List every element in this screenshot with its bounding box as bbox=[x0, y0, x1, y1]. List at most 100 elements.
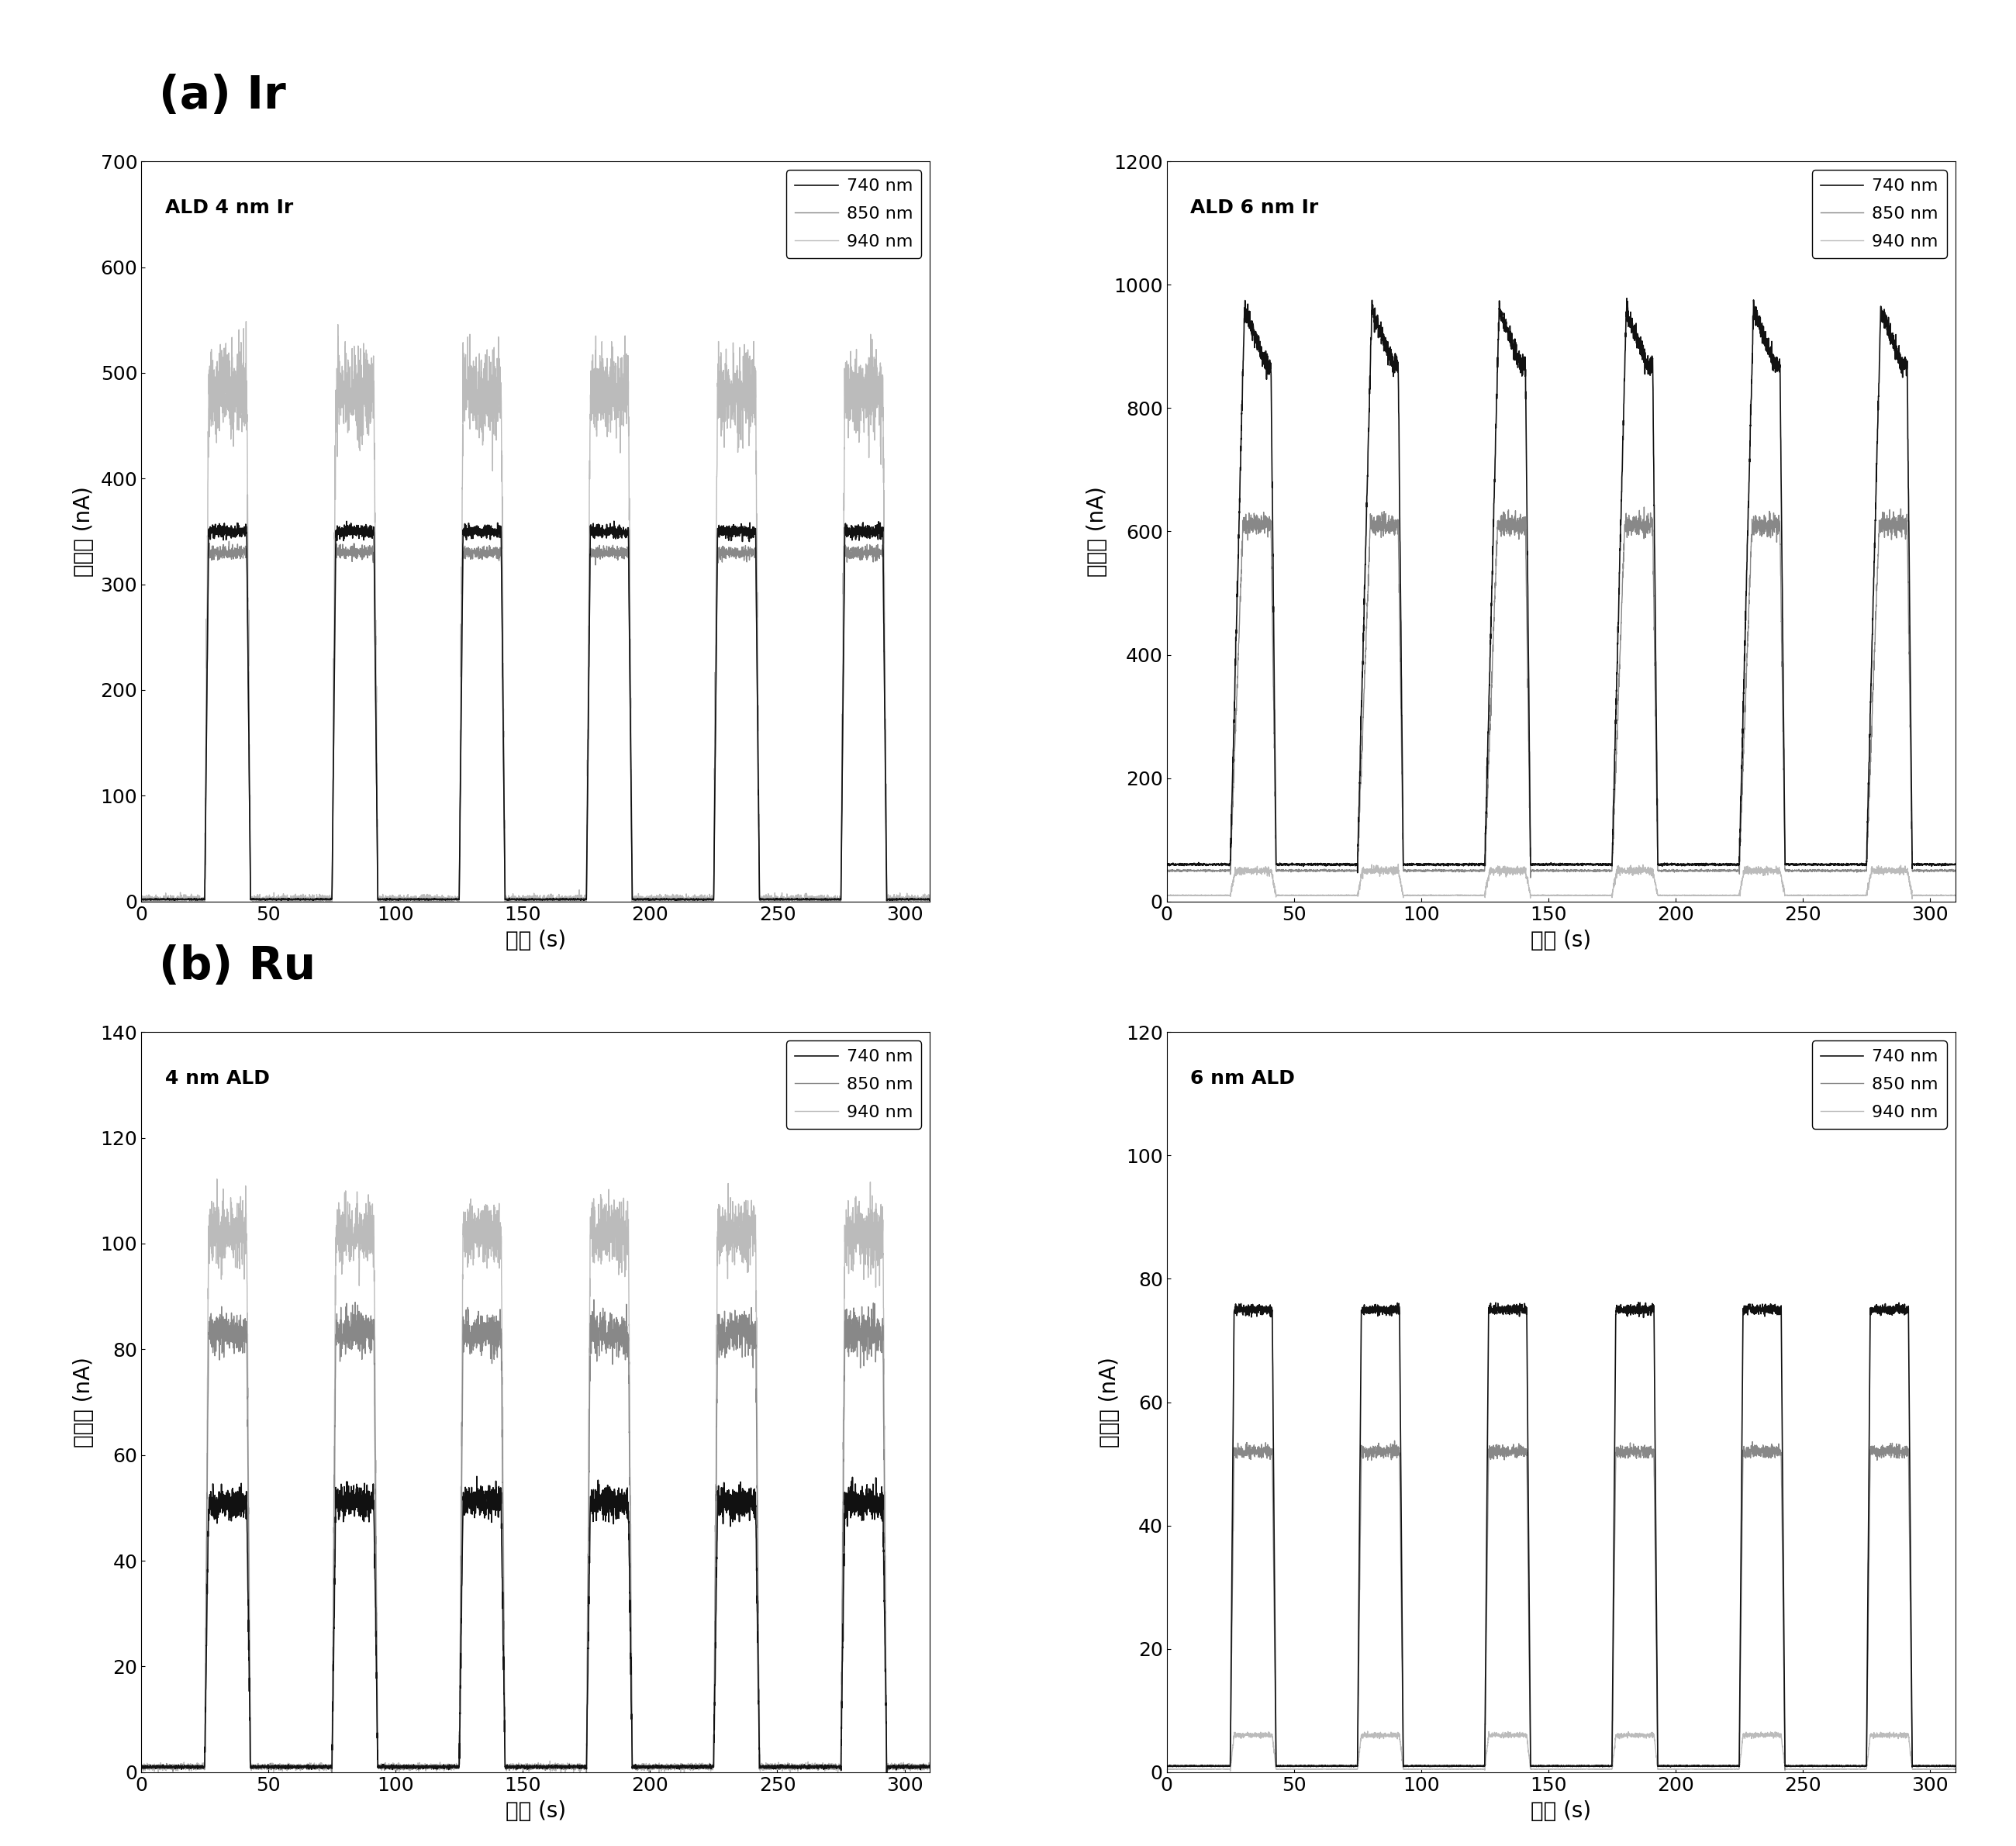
940 nm bbox=[1736, 1726, 1760, 1748]
940 nm bbox=[129, 1756, 153, 1778]
940 nm bbox=[234, 310, 258, 332]
850 nm bbox=[1343, 1756, 1367, 1778]
850 nm bbox=[1736, 646, 1760, 668]
940 nm bbox=[175, 1756, 200, 1778]
940 nm bbox=[710, 419, 734, 441]
740 nm bbox=[875, 890, 899, 912]
940 nm bbox=[875, 1765, 899, 1787]
850 nm bbox=[917, 888, 941, 910]
850 nm bbox=[1943, 858, 1968, 881]
850 nm bbox=[383, 890, 407, 912]
740 nm bbox=[1407, 1754, 1431, 1776]
Text: 4 nm ALD: 4 nm ALD bbox=[165, 1069, 270, 1087]
740 nm bbox=[1200, 1756, 1224, 1778]
Line: 740 nm: 740 nm bbox=[1167, 299, 1956, 873]
940 nm bbox=[1355, 1720, 1379, 1743]
Text: ALD 4 nm Ir: ALD 4 nm Ir bbox=[165, 198, 292, 218]
940 nm bbox=[206, 1169, 230, 1191]
X-axis label: 시간 (s): 시간 (s) bbox=[506, 1800, 566, 1822]
Line: 850 nm: 850 nm bbox=[141, 541, 929, 901]
740 nm bbox=[381, 1756, 405, 1778]
850 nm bbox=[710, 543, 734, 565]
740 nm bbox=[317, 888, 341, 910]
850 nm bbox=[1189, 860, 1214, 882]
940 nm bbox=[492, 912, 516, 934]
940 nm bbox=[1943, 884, 1968, 906]
850 nm bbox=[1155, 1754, 1179, 1776]
940 nm bbox=[1171, 884, 1195, 906]
740 nm bbox=[163, 888, 187, 910]
850 nm bbox=[1189, 1756, 1214, 1778]
940 nm bbox=[1899, 888, 1923, 910]
740 nm bbox=[1407, 853, 1431, 875]
740 nm bbox=[1943, 853, 1968, 875]
Line: 940 nm: 940 nm bbox=[1167, 1732, 1956, 1770]
Line: 740 nm: 740 nm bbox=[141, 1477, 929, 1776]
740 nm bbox=[1343, 853, 1367, 875]
850 nm bbox=[1171, 858, 1195, 881]
Text: (b) Ru: (b) Ru bbox=[159, 945, 317, 989]
740 nm bbox=[1345, 862, 1369, 884]
850 nm bbox=[163, 1756, 187, 1778]
850 nm bbox=[1171, 1756, 1195, 1778]
740 nm bbox=[1200, 853, 1224, 875]
850 nm bbox=[1383, 1429, 1407, 1451]
740 nm bbox=[1189, 1756, 1214, 1778]
850 nm bbox=[1736, 1436, 1760, 1458]
940 nm bbox=[1189, 1757, 1214, 1780]
740 nm bbox=[710, 1497, 734, 1519]
850 nm bbox=[1155, 860, 1179, 882]
940 nm bbox=[129, 886, 153, 908]
Line: 850 nm: 850 nm bbox=[141, 1300, 929, 1791]
940 nm bbox=[1407, 1757, 1431, 1780]
X-axis label: 시간 (s): 시간 (s) bbox=[506, 929, 566, 951]
740 nm bbox=[129, 888, 153, 910]
Y-axis label: 광전류 (nA): 광전류 (nA) bbox=[73, 485, 95, 576]
740 nm bbox=[1171, 1756, 1195, 1778]
940 nm bbox=[1171, 1757, 1195, 1780]
850 nm bbox=[317, 888, 341, 910]
850 nm bbox=[383, 888, 407, 910]
740 nm bbox=[710, 515, 734, 537]
940 nm bbox=[1218, 1759, 1242, 1781]
740 nm bbox=[1627, 1292, 1651, 1314]
Line: 940 nm: 940 nm bbox=[141, 321, 929, 923]
Line: 740 nm: 740 nm bbox=[141, 521, 929, 901]
850 nm bbox=[317, 1756, 341, 1778]
740 nm bbox=[1736, 1300, 1760, 1322]
850 nm bbox=[163, 888, 187, 910]
Line: 940 nm: 940 nm bbox=[141, 1180, 929, 1776]
740 nm bbox=[603, 509, 627, 532]
740 nm bbox=[466, 1466, 490, 1488]
740 nm bbox=[1189, 853, 1214, 875]
850 nm bbox=[381, 1757, 405, 1780]
940 nm bbox=[1407, 884, 1431, 906]
940 nm bbox=[163, 892, 187, 914]
850 nm bbox=[1518, 866, 1542, 888]
740 nm bbox=[875, 1765, 899, 1787]
850 nm bbox=[145, 888, 169, 910]
Legend: 740 nm, 850 nm, 940 nm: 740 nm, 850 nm, 940 nm bbox=[1812, 1041, 1947, 1128]
940 nm bbox=[710, 1220, 734, 1242]
Line: 940 nm: 940 nm bbox=[1167, 864, 1956, 899]
740 nm bbox=[175, 888, 200, 910]
850 nm bbox=[1772, 1759, 1796, 1781]
850 nm bbox=[1200, 1754, 1224, 1776]
740 nm bbox=[145, 1756, 169, 1778]
740 nm bbox=[917, 1756, 941, 1778]
850 nm bbox=[1633, 497, 1657, 519]
740 nm bbox=[1659, 1756, 1683, 1778]
940 nm bbox=[1200, 884, 1224, 906]
Text: ALD 6 nm Ir: ALD 6 nm Ir bbox=[1189, 198, 1318, 218]
740 nm bbox=[1943, 1756, 1968, 1778]
850 nm bbox=[129, 888, 153, 910]
940 nm bbox=[175, 888, 200, 910]
940 nm bbox=[383, 890, 407, 912]
740 nm bbox=[917, 888, 941, 910]
850 nm bbox=[1407, 860, 1431, 882]
940 nm bbox=[917, 1756, 941, 1778]
740 nm bbox=[1343, 1756, 1367, 1778]
740 nm bbox=[1171, 855, 1195, 877]
850 nm bbox=[145, 1756, 169, 1778]
740 nm bbox=[1155, 853, 1179, 875]
